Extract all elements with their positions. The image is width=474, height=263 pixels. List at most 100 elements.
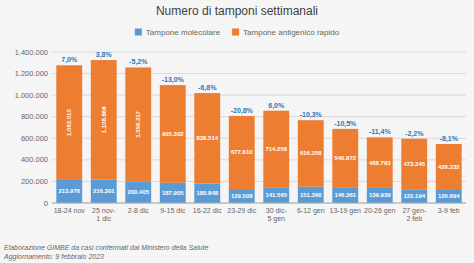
data-label: 187.905	[162, 190, 184, 196]
annotations: 7,0% 3,8% -5,2% -13,0% -6,8% -20,8% 6,0% -10,3%…	[61, 51, 458, 143]
annotation: 7,0%	[61, 56, 78, 64]
annotation: -2,2%	[405, 130, 424, 138]
bar	[298, 187, 324, 203]
bars	[56, 60, 461, 203]
x-axis-line	[52, 203, 466, 204]
y-tick-label: 400.000	[21, 155, 48, 164]
x-tick-label: 13-19 gen	[329, 207, 361, 215]
annotation: -5,2%	[129, 58, 148, 66]
legend: Tampone molecolare Tampone antigenico rap…	[135, 28, 340, 37]
y-tick-label: 1.200.000	[15, 69, 48, 78]
y-tick-label: 0	[44, 199, 48, 208]
x-tick-label: 20-26 gen	[364, 207, 396, 215]
bar	[229, 116, 255, 189]
bar	[91, 180, 117, 203]
data-label: 616.358	[300, 150, 322, 156]
footer-text: Aggiornamento: 9 febbraio 2023	[3, 253, 104, 261]
bar	[367, 137, 393, 188]
x-axis: 18-24 nov 25 nov-1 dic 2-8 dic 9-15 dic 16-2…	[52, 203, 466, 223]
bar	[194, 93, 220, 183]
data-label: 1.108.868	[101, 106, 107, 133]
background	[0, 0, 474, 263]
data-label: 180.848	[196, 190, 218, 196]
y-tick-label: 800.000	[21, 112, 48, 121]
data-label: 141.565	[265, 192, 287, 198]
bar	[332, 187, 358, 203]
data-label: 122.194	[403, 193, 425, 199]
x-tick-label: 25 nov-1 dic	[92, 207, 116, 222]
y-axis: 0 200.000 400.000 600.000 800.000 1.000.000 1.…	[15, 48, 466, 208]
bar	[160, 183, 186, 203]
x-tick-label: 30 dic-5 gen	[266, 207, 288, 223]
footer-text: Elaborazione GIMBE da casi confermati da…	[4, 244, 208, 251]
legend-item: Tampone molecolare	[135, 28, 221, 37]
annotation: 3,8%	[96, 51, 113, 59]
chart: Numero di tamponi settimanali 0 200.000 400…	[0, 0, 474, 263]
x-tick-label: 9-15 dic	[160, 207, 185, 214]
data-label: 714.258	[265, 146, 287, 152]
data-label: 151.360	[300, 192, 322, 198]
data-label: 1.056.317	[135, 110, 141, 137]
y-tick-label: 600.000	[21, 134, 48, 143]
title: Numero di tamponi settimanali	[156, 4, 318, 18]
data-label: 473.345	[403, 161, 425, 167]
data-label: 139.939	[369, 192, 391, 198]
data-label: 120.694	[438, 193, 460, 199]
legend-item: Tampone antigenico rapido	[232, 28, 340, 37]
grid-line	[52, 203, 466, 204]
data-label: 1.063.010	[66, 109, 72, 136]
data-label: 540.872	[334, 155, 356, 161]
legend-label: Tampone antigenico rapido	[243, 28, 340, 37]
y-tick-label: 200.000	[21, 177, 48, 186]
bar	[436, 190, 462, 203]
x-tick-label: 18-24 nov	[54, 207, 86, 214]
x-tick-label: 3-9 feb	[438, 207, 460, 214]
bar	[125, 181, 151, 203]
bar	[125, 67, 151, 181]
bar	[56, 180, 82, 203]
annotation: 6,0%	[268, 102, 285, 110]
bar	[401, 139, 427, 190]
bar	[263, 188, 289, 203]
annotation: -11,4%	[369, 128, 392, 136]
annotation: -13,0%	[162, 76, 185, 84]
data-label: 216.301	[93, 188, 115, 194]
bar	[56, 65, 82, 180]
bar	[194, 183, 220, 203]
bar	[160, 85, 186, 183]
data-label: 146.361	[334, 192, 356, 198]
x-tick-label: 23-29 dic	[227, 207, 256, 214]
data-label: 213.976	[58, 188, 80, 194]
bar	[436, 144, 462, 190]
legend-swatch	[232, 29, 239, 36]
data-label: 905.302	[162, 131, 184, 137]
data-label: 129.508	[231, 193, 253, 199]
data-label: 426.332	[438, 164, 460, 170]
annotation: -10,5%	[334, 120, 357, 128]
bar	[91, 60, 117, 180]
x-tick-label: 6-12 gen	[297, 207, 325, 215]
y-tick-label: 1.400.000	[15, 48, 48, 57]
annotation: -6,8%	[198, 84, 217, 92]
data-labels: 213.976 216.301 200.405 187.905 180.848 129.5…	[58, 106, 460, 200]
data-label: 677.610	[231, 149, 253, 155]
grid-line	[52, 52, 466, 53]
footer: Elaborazione GIMBE da casi confermati da…	[3, 244, 208, 261]
annotation: -10,3%	[300, 111, 323, 119]
data-label: 468.793	[369, 160, 391, 166]
annotation: -20,8%	[231, 107, 254, 115]
bar	[263, 111, 289, 188]
legend-swatch	[135, 29, 142, 36]
x-tick-label: 27 gen-2 feb	[402, 207, 426, 222]
data-label: 838.514	[196, 135, 218, 141]
x-tick-label: 16-22 dic	[193, 207, 222, 214]
annotation: -8,1%	[440, 135, 459, 143]
bar	[367, 188, 393, 203]
bar	[401, 190, 427, 203]
bar	[298, 120, 324, 186]
bar	[332, 129, 358, 187]
x-tick-label: 2-8 dic	[128, 207, 150, 214]
legend-label: Tampone molecolare	[146, 28, 221, 37]
data-label: 200.405	[127, 189, 149, 195]
y-tick-label: 1.000.000	[15, 91, 48, 100]
